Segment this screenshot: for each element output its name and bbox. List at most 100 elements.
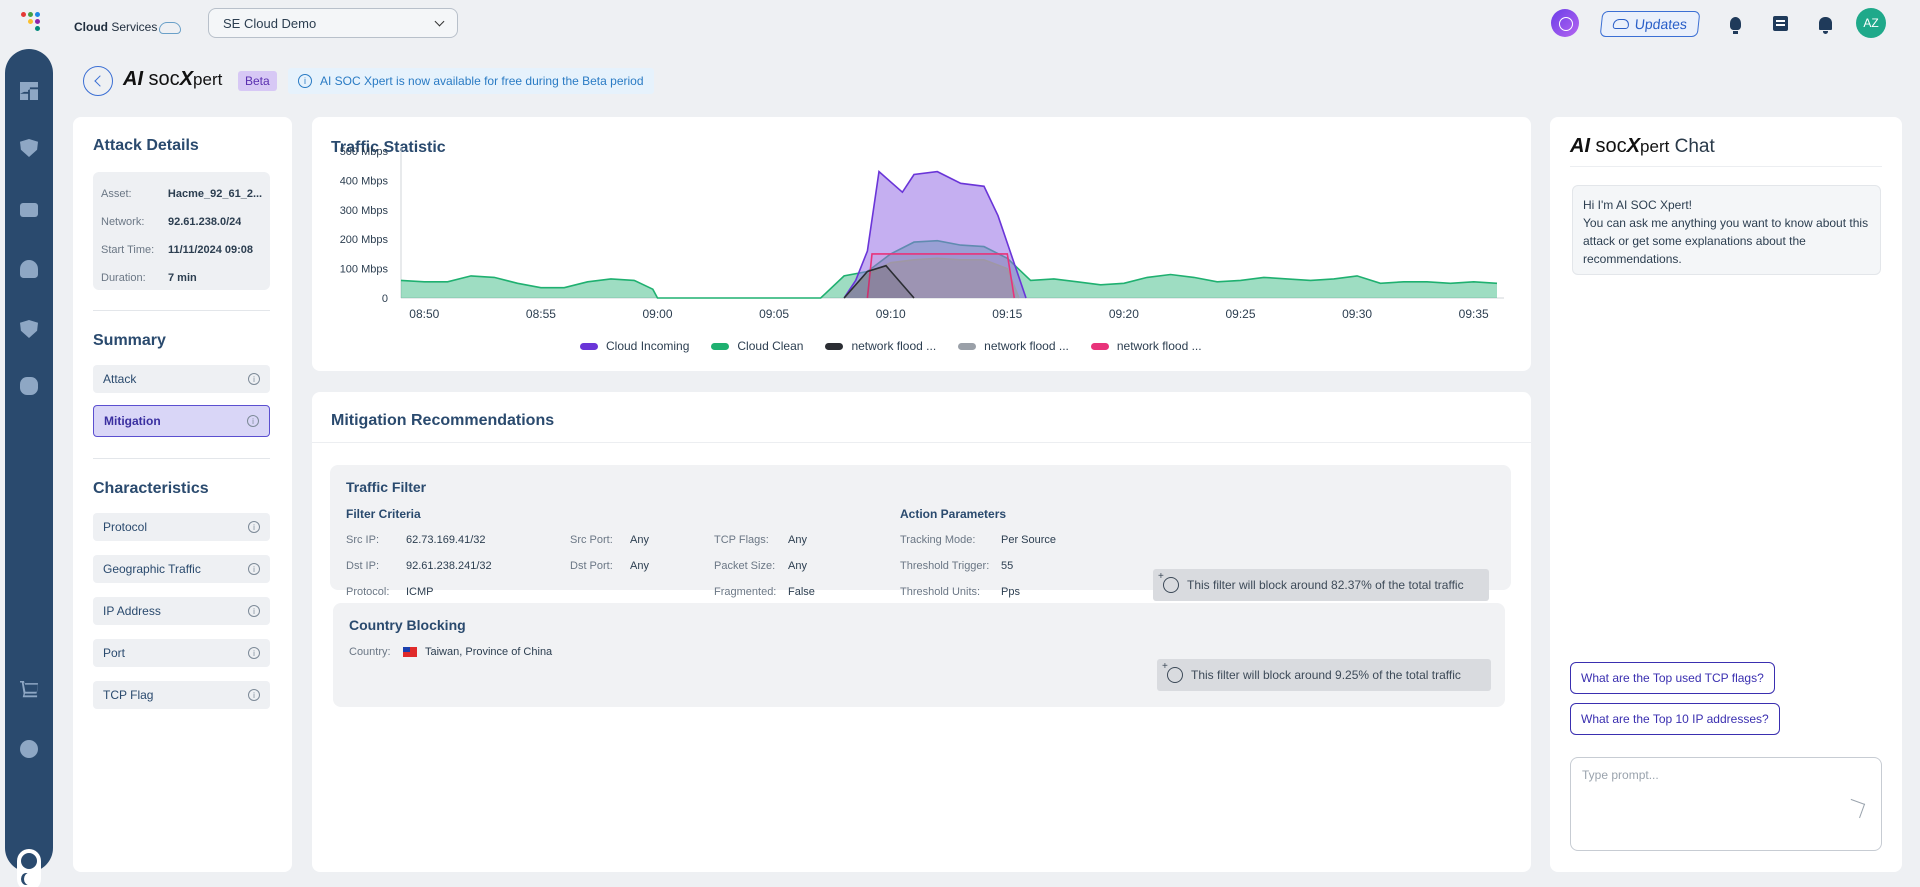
chart-legend: Cloud Incoming Cloud Clean network flood .… <box>580 339 1224 353</box>
suggestion-top-tcp-flags[interactable]: What are the Top used TCP flags? <box>1570 662 1775 694</box>
summary-item-attack[interactable]: Attack i <box>93 365 270 393</box>
protocol: Protocol: ICMP <box>346 586 434 598</box>
updates-button[interactable]: Updates <box>1599 11 1701 37</box>
notifications-button[interactable] <box>1815 13 1835 34</box>
legend-label: Cloud Incoming <box>606 339 690 353</box>
divider <box>93 310 270 311</box>
nav-users[interactable] <box>19 259 39 279</box>
nav-protection[interactable] <box>19 138 39 158</box>
ai-assistant-icon[interactable] <box>1551 9 1579 37</box>
x-tick-label: 09:35 <box>1459 307 1489 321</box>
tracking-mode: Tracking Mode: Per Source <box>900 534 1057 546</box>
legend-label: Cloud Clean <box>737 339 804 353</box>
country-blocking-card: Country Blocking Country: Taiwan, Provin… <box>333 603 1505 707</box>
legend-swatch <box>580 342 598 350</box>
threshold-units: Threshold Units: Pps <box>900 586 1020 598</box>
back-button[interactable] <box>83 66 113 96</box>
info-icon: i <box>298 74 312 88</box>
top-bar: Cloud Services SE Cloud Demo Updates AZ <box>0 0 1920 46</box>
legend-item[interactable]: network flood ... <box>1090 339 1202 353</box>
divider <box>312 442 1531 443</box>
docs-button[interactable] <box>1770 13 1790 33</box>
summary-item-mitigation[interactable]: Mitigation i <box>93 405 270 437</box>
organization-select[interactable]: SE Cloud Demo <box>208 8 458 38</box>
brain-icon <box>20 377 38 395</box>
send-icon[interactable] <box>1845 798 1866 819</box>
country-blocking-title: Country Blocking <box>349 617 466 633</box>
y-tick-label: 300 Mbps <box>340 205 389 217</box>
packet-size: Packet Size: Any <box>714 560 807 572</box>
x-tick-label: 09:00 <box>642 307 672 321</box>
x-tick-label: 09:30 <box>1342 307 1372 321</box>
characteristic-geographic-traffic[interactable]: Geographic Traffic i <box>93 555 270 583</box>
info-icon[interactable]: i <box>248 373 260 385</box>
organization-select-value: SE Cloud Demo <box>223 15 317 31</box>
dashboard-icon <box>20 82 38 100</box>
series-line-2 <box>843 264 915 299</box>
prompt-input[interactable]: Type prompt... <box>1570 757 1882 851</box>
banner-text: AI SOC Xpert is now available for free d… <box>320 74 644 88</box>
y-tick-label: 0 <box>382 293 388 305</box>
theme-toggle[interactable] <box>17 849 41 887</box>
nav-dashboard[interactable] <box>19 81 39 101</box>
help-icon <box>20 740 38 758</box>
info-icon[interactable]: i <box>248 563 260 575</box>
document-icon <box>1772 15 1788 31</box>
briefcase-icon <box>20 203 38 217</box>
info-icon[interactable]: i <box>248 689 260 701</box>
nav-services[interactable] <box>19 200 39 220</box>
y-tick-label: 100 Mbps <box>340 264 389 276</box>
shield-icon <box>20 139 38 157</box>
nav-security-settings[interactable] <box>19 319 39 339</box>
src-port: Src Port: Any <box>570 534 649 546</box>
x-tick-label: 09:15 <box>992 307 1022 321</box>
beta-info-banner: i AI SOC Xpert is now available for free… <box>288 68 654 94</box>
src-ip: Src IP: 62.73.169.41/32 <box>346 534 486 546</box>
chevron-down-icon <box>434 16 445 26</box>
updates-label: Updates <box>1634 16 1688 32</box>
legend-item[interactable]: network flood ... <box>958 339 1069 353</box>
info-icon[interactable]: i <box>248 647 260 659</box>
nav-ai[interactable] <box>19 376 39 396</box>
x-tick-label: 09:25 <box>1225 307 1255 321</box>
info-icon[interactable]: i <box>248 605 260 617</box>
legend-label: network flood ... <box>851 339 937 353</box>
traffic-chart: 500 Mbps 400 Mbps 300 Mbps 200 Mbps 100 Mbps… <box>340 146 1504 321</box>
characteristic-protocol[interactable]: Protocol i <box>93 513 270 541</box>
chat-panel: AI socXpert Chat Hi I'm AI SOC Xpert! Yo… <box>1550 117 1902 872</box>
tips-button[interactable] <box>1725 13 1745 34</box>
country-blocking-block-note: This filter will block around 9.25% of t… <box>1157 659 1491 691</box>
detail-row-asset: Asset: Hacme_92_61_2... <box>101 188 262 200</box>
info-icon[interactable]: i <box>248 521 260 533</box>
legend-swatch <box>958 342 977 350</box>
nav-help[interactable] <box>19 739 39 759</box>
shield-gear-icon <box>20 320 38 338</box>
y-tick-label: 500 Mbps <box>340 146 389 158</box>
legend-item[interactable]: network flood ... <box>825 339 936 353</box>
characteristic-ip-address[interactable]: IP Address i <box>93 597 270 625</box>
app-logo-icon[interactable] <box>21 12 45 32</box>
suggestion-top-ip-addresses[interactable]: What are the Top 10 IP addresses? <box>1570 703 1780 735</box>
y-tick-label: 200 Mbps <box>340 234 389 246</box>
characteristic-tcp-flag[interactable]: TCP Flag i <box>93 681 270 709</box>
legend-item[interactable]: Cloud Clean <box>711 339 803 353</box>
brand-name: Cloud Services <box>74 20 182 34</box>
summary-title: Summary <box>93 332 166 349</box>
x-tick-label: 08:50 <box>409 307 439 321</box>
sparkle-icon <box>1162 661 1183 683</box>
prompt-placeholder: Type prompt... <box>1582 768 1659 782</box>
legend-swatch <box>825 342 844 350</box>
characteristic-port[interactable]: Port i <box>93 639 270 667</box>
x-tick-label: 08:55 <box>526 307 556 321</box>
chat-title: AI socXpert Chat <box>1570 135 1715 157</box>
series-line-4 <box>866 253 1016 299</box>
attack-details-title: Attack Details <box>93 137 199 154</box>
side-navigation <box>5 49 53 887</box>
avatar[interactable]: AZ <box>1856 8 1886 38</box>
info-icon[interactable]: i <box>247 415 259 427</box>
divider <box>1570 166 1882 167</box>
product-logo: AI socXpert <box>123 68 223 90</box>
nav-marketplace[interactable] <box>19 680 39 700</box>
legend-item[interactable]: Cloud Incoming <box>580 339 689 353</box>
beta-badge: Beta <box>238 71 277 91</box>
